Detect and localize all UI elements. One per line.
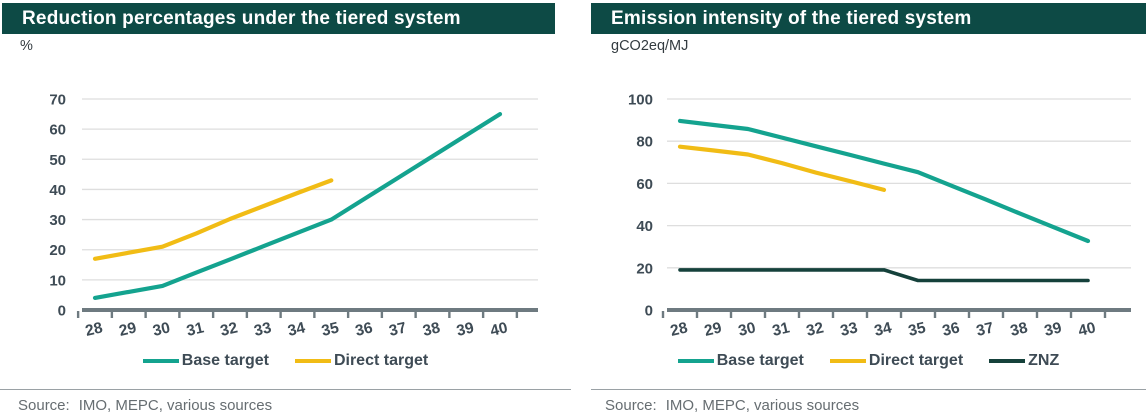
line-chart-reduction: 0 10 20 30 40 50 60 70 28 29 30 31 32 33 34 35 36 37 38 39 4… [0, 58, 571, 357]
source-text: IMO, MEPC, various sources [78, 397, 273, 414]
source-label: Source: [18, 397, 70, 414]
y-axis-tick-label: 20 [636, 260, 653, 277]
x-axis-tick-label: 29 [117, 319, 138, 340]
chart-title-emission: Emission intensity of the tiered system [591, 3, 1146, 34]
x-axis-tick-label: 28 [84, 319, 105, 340]
legend-item: Direct target [294, 352, 429, 370]
series-line-direct-target [677, 144, 887, 192]
y-axis-tick-label: 70 [49, 92, 66, 109]
y-axis-tick-label: 0 [645, 303, 653, 320]
series-line-base-target [677, 118, 1091, 244]
x-axis-tick-label: 30 [737, 319, 758, 339]
y-axis-tick-label: 10 [49, 272, 66, 289]
x-axis-tick-label: 38 [1009, 319, 1030, 340]
x-axis-tick-label: 38 [421, 319, 442, 340]
legend-line-swatch [989, 358, 1026, 364]
legend-item: Base target [142, 352, 269, 370]
x-axis-tick-label: 34 [286, 319, 307, 340]
legend-line-swatch [677, 358, 714, 364]
x-axis-tick-label: 36 [941, 319, 962, 340]
legend-item: Base target [677, 352, 804, 370]
line-chart-emission: 0 20 40 60 80 100 28 29 30 31 32 33 34 35 36 37 38 39 40 [591, 58, 1146, 357]
y-axis-tick-label: 40 [636, 218, 653, 235]
x-axis-tick-label: 37 [975, 319, 996, 339]
x-axis-tick-label: 37 [387, 319, 408, 339]
y-axis-unit-label: % [20, 38, 33, 54]
x-axis-tick-label: 34 [873, 319, 894, 340]
series-line-direct-target [92, 178, 334, 261]
x-axis-tick-label: 31 [185, 319, 206, 340]
x-axis-tick-label: 33 [839, 319, 860, 340]
source-note: Source: IMO, MEPC, various sources [591, 389, 1146, 414]
x-axis-tick-label: 32 [219, 319, 240, 339]
y-axis-tick-label: 60 [49, 122, 66, 139]
panel-reduction-percentages: Reduction percentages under the tiered s… [0, 0, 571, 420]
y-axis-tick-label: 50 [49, 152, 66, 169]
y-axis-unit-label: gCO2eq/MJ [611, 38, 689, 54]
legend-item: Direct target [829, 352, 964, 370]
x-axis-tick-label: 39 [1043, 319, 1064, 340]
series-line-znz [678, 268, 1090, 283]
legend-label: Base target [716, 352, 804, 369]
x-axis-tick-label: 40 [1077, 319, 1098, 339]
x-axis-tick-label: 28 [669, 319, 690, 340]
chart-svg: 0 10 20 30 40 50 60 70 28 29 30 31 32 33 34 35 36 37 38 39 4… [49, 92, 538, 340]
legend-emission: Base target Direct target ZNZ [591, 352, 1146, 370]
x-axis-tick-label: 35 [907, 319, 928, 340]
y-axis-tick-label: 40 [49, 182, 66, 199]
legend-item: ZNZ [989, 352, 1059, 370]
legend-line-swatch [142, 358, 179, 364]
legend-line-swatch [829, 358, 866, 364]
series-line-base-target [92, 111, 503, 300]
y-axis-tick-label: 100 [628, 92, 653, 109]
x-axis-tick-label: 30 [151, 319, 172, 339]
x-axis-tick-label: 31 [771, 319, 792, 340]
source-label: Source: [605, 397, 657, 414]
y-axis-tick-label: 0 [58, 303, 66, 320]
y-axis-tick-label: 30 [49, 212, 66, 229]
y-axis-tick-label: 60 [636, 176, 653, 193]
legend-reduction: Base target Direct target [0, 352, 571, 370]
legend-label: Base target [181, 352, 269, 369]
x-axis-tick-label: 40 [489, 319, 510, 339]
panel-emission-intensity: Emission intensity of the tiered system … [591, 0, 1146, 420]
x-axis-tick-label: 35 [320, 319, 341, 340]
chart-title-reduction: Reduction percentages under the tiered s… [2, 3, 555, 34]
x-axis-tick-label: 39 [455, 319, 476, 340]
x-axis-tick-label: 36 [354, 319, 375, 340]
source-note: Source: IMO, MEPC, various sources [0, 389, 571, 414]
legend-label: Direct target [333, 352, 429, 369]
legend-label: Direct target [868, 352, 964, 369]
x-axis-tick-label: 33 [252, 319, 273, 340]
legend-line-swatch [294, 358, 331, 364]
x-axis-tick-label: 29 [703, 319, 724, 340]
x-axis-tick-label: 32 [805, 319, 826, 339]
y-axis-tick-label: 20 [49, 242, 66, 259]
legend-label: ZNZ [1028, 352, 1060, 369]
y-axis-tick-label: 80 [636, 134, 653, 151]
chart-svg: 0 20 40 60 80 100 28 29 30 31 32 33 34 35 36 37 38 39 40 [628, 92, 1131, 340]
source-text: IMO, MEPC, various sources [665, 397, 860, 414]
